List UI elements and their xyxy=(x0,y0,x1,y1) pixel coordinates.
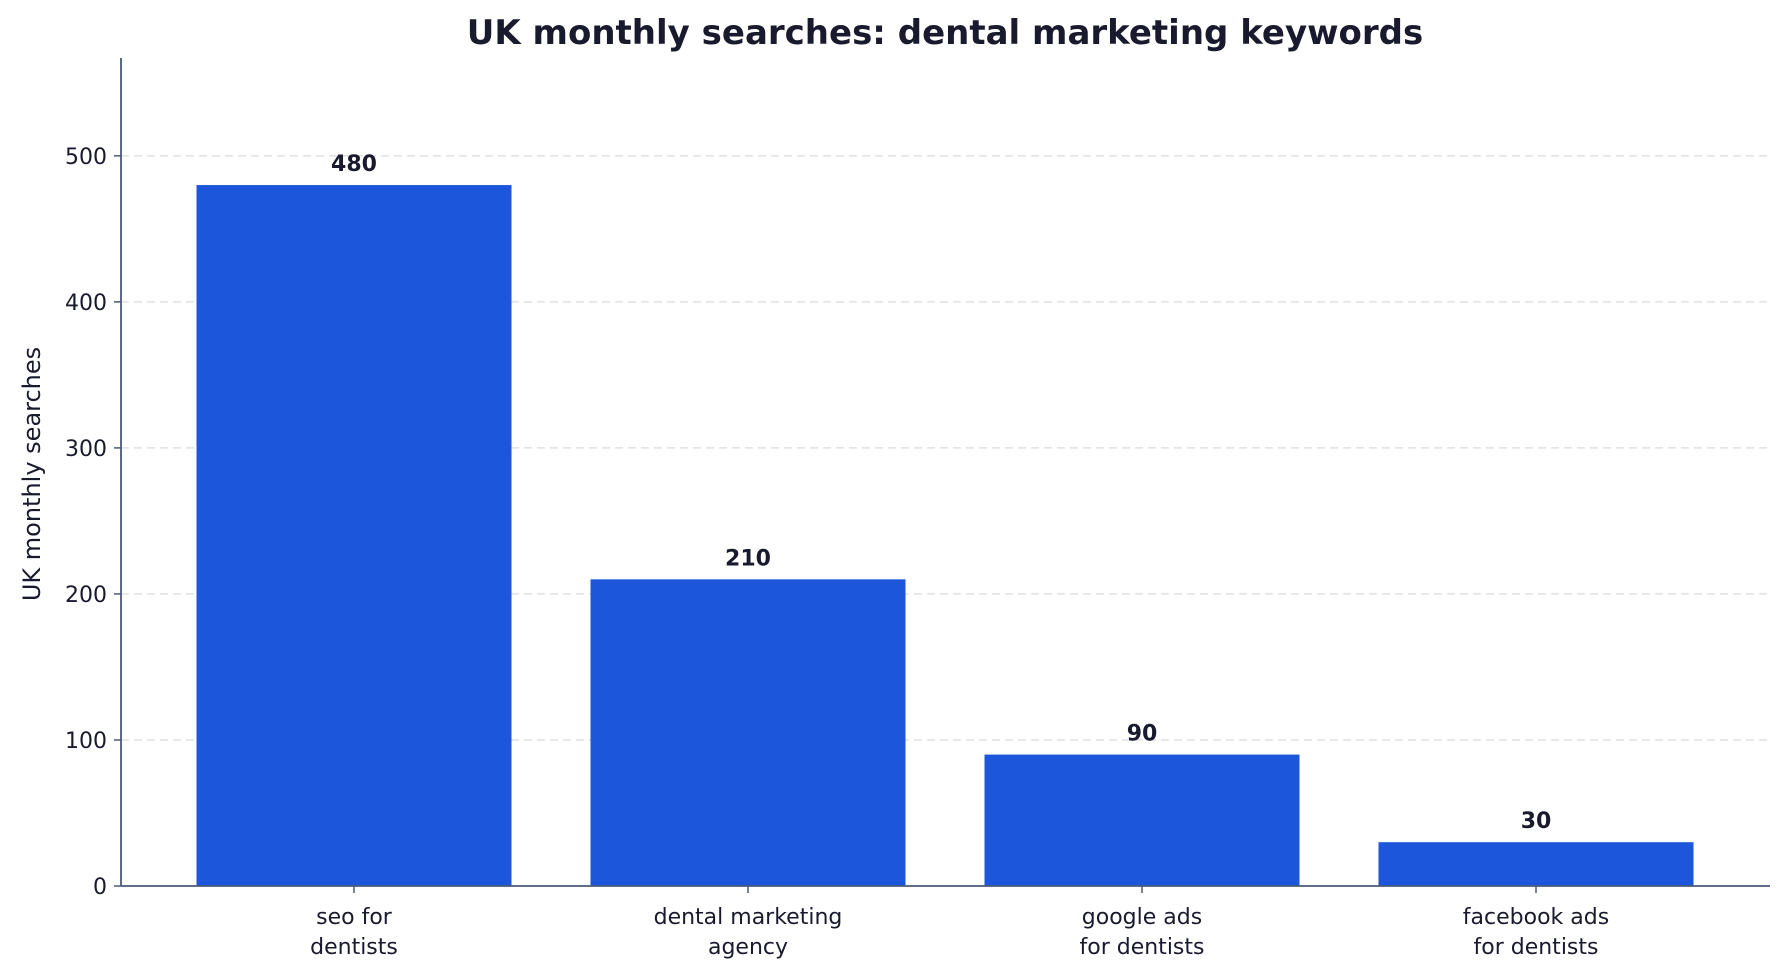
y-axis-label: UK monthly searches xyxy=(18,347,46,601)
y-tick-label: 400 xyxy=(65,291,107,316)
y-tick-label: 300 xyxy=(65,437,107,462)
data-label: 210 xyxy=(725,546,771,571)
labels: 0 100 200 300 400 500 480 seo for dentists 210 den… xyxy=(65,145,1609,960)
x-tick-label: agency xyxy=(708,935,788,960)
x-tick-label: seo for xyxy=(316,905,393,930)
y-tick-label: 200 xyxy=(65,583,107,608)
x-tick-label: facebook ads xyxy=(1463,905,1609,930)
data-label: 480 xyxy=(331,152,377,177)
bar xyxy=(196,185,512,887)
y-tick-label: 100 xyxy=(65,729,107,754)
bar xyxy=(590,579,906,886)
y-tick-label: 0 xyxy=(93,875,107,900)
x-tick-label: dental marketing xyxy=(654,905,843,930)
data-label: 30 xyxy=(1521,809,1552,834)
x-tick-label: google ads xyxy=(1082,905,1202,930)
chart-title: UK monthly searches: dental marketing ke… xyxy=(467,13,1424,53)
bar xyxy=(984,754,1300,886)
x-tick-label: for dentists xyxy=(1474,935,1599,960)
bars xyxy=(196,185,1694,887)
bar xyxy=(1378,842,1694,886)
data-label: 90 xyxy=(1127,722,1158,747)
x-tick-label: dentists xyxy=(310,935,398,960)
axes xyxy=(114,58,1770,893)
y-tick-label: 500 xyxy=(65,145,107,170)
x-tick-label: for dentists xyxy=(1080,935,1205,960)
